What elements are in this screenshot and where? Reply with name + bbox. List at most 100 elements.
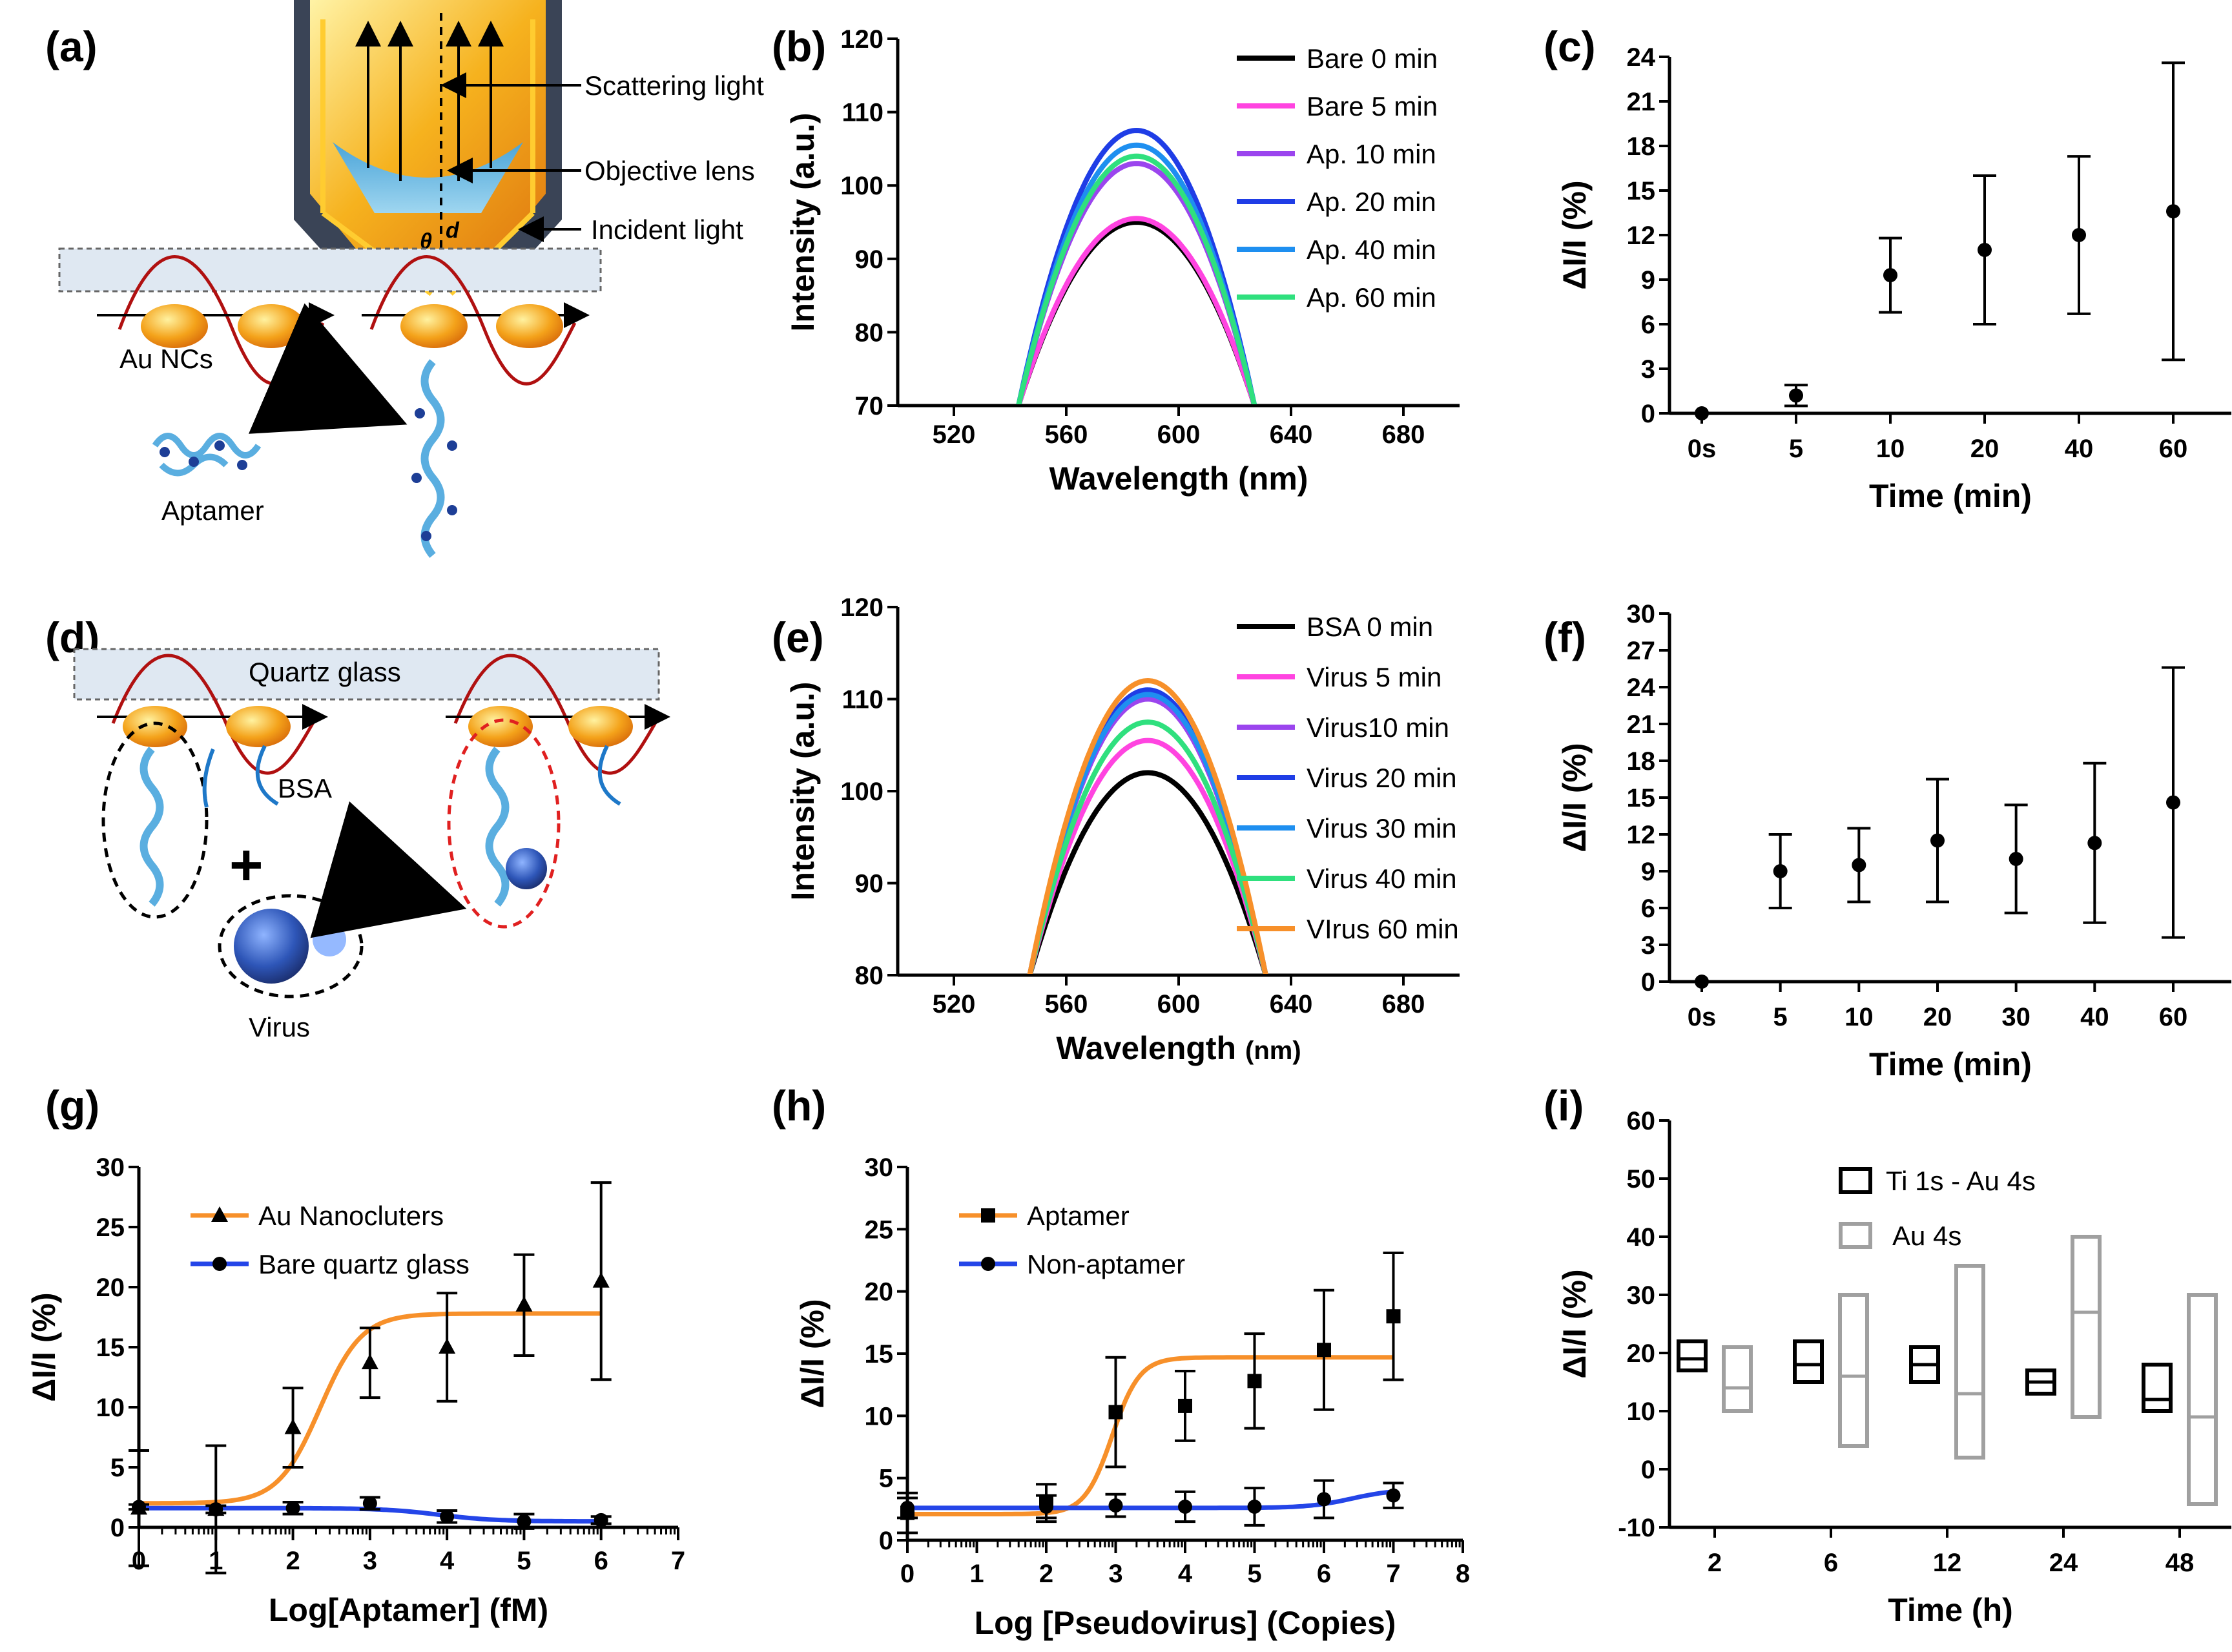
y-tick-label: 3 bbox=[1641, 931, 1655, 960]
x-tick-label: 12 bbox=[1933, 1549, 1962, 1577]
y-tick-label: 15 bbox=[96, 1334, 125, 1362]
x-tick-label: 5 bbox=[1247, 1560, 1261, 1588]
x-tick-label: 560 bbox=[1045, 420, 1088, 449]
y-tick-label: 25 bbox=[865, 1215, 894, 1244]
data-point-0-3 bbox=[361, 1354, 378, 1370]
x-tick-label: 3 bbox=[1108, 1560, 1122, 1588]
data-point-1 bbox=[1789, 388, 1803, 403]
x-tick-label: 0s bbox=[1688, 435, 1717, 463]
label-objective-lens: Objective lens bbox=[584, 156, 755, 186]
x-tick-label: 40 bbox=[2080, 1003, 2109, 1031]
spectrum-curve-0 bbox=[1027, 770, 1268, 974]
y-tick-label: 9 bbox=[1641, 266, 1655, 294]
y-tick-label: 120 bbox=[840, 25, 884, 54]
y-tick-label: 10 bbox=[865, 1402, 894, 1430]
data-point-0-4 bbox=[439, 1338, 456, 1354]
x-tick-label: 680 bbox=[1382, 420, 1425, 449]
panel-a-schematic: (a) θ d bbox=[45, 0, 764, 558]
data-point-5 bbox=[2087, 836, 2102, 851]
x-axis-title: Wavelength (nm) bbox=[1056, 1030, 1301, 1066]
x-tick-label: 640 bbox=[1270, 990, 1313, 1018]
spectrum-curve-5 bbox=[1027, 719, 1268, 974]
fit-curve-0 bbox=[907, 1355, 1394, 1516]
x-tick-label: 7 bbox=[671, 1547, 685, 1575]
y-tick-label: 21 bbox=[1627, 710, 1656, 739]
spectrum-curve-5 bbox=[1016, 153, 1257, 404]
bsa-strand-1 bbox=[255, 745, 279, 806]
label-aptamer: Aptamer bbox=[161, 495, 264, 526]
legend-label-5: Ap. 60 min bbox=[1307, 282, 1436, 313]
data-point-0 bbox=[1695, 406, 1709, 420]
legend-label-4: Virus 30 min bbox=[1307, 813, 1457, 843]
y-tick-label: 80 bbox=[855, 962, 884, 990]
y-tick-label: 18 bbox=[1627, 747, 1656, 776]
panel-label-g: (g) bbox=[45, 1082, 99, 1130]
y-tick-label: 30 bbox=[1627, 1281, 1656, 1310]
y-tick-label: 3 bbox=[1641, 355, 1655, 384]
y-axis-title: ΔI/I (%) bbox=[26, 1292, 62, 1401]
data-point-0-3 bbox=[1178, 1398, 1192, 1413]
data-point-0-6 bbox=[592, 1272, 610, 1288]
y-axis-title: ΔI/I (%) bbox=[794, 1299, 831, 1408]
x-tick-label: 6 bbox=[594, 1547, 608, 1575]
x-axis-title: Wavelength (nm) bbox=[1049, 460, 1308, 497]
data-point-0-5 bbox=[1317, 1343, 1331, 1358]
data-point-0-6 bbox=[1386, 1309, 1401, 1324]
x-axis-title: Time (min) bbox=[1869, 478, 2032, 514]
legend-label-4: Ap. 40 min bbox=[1307, 234, 1436, 265]
x-tick-label: 10 bbox=[1844, 1003, 1874, 1031]
au-nc-2 bbox=[238, 304, 305, 348]
legend-label-3: Virus 20 min bbox=[1307, 763, 1457, 793]
data-point-2 bbox=[1852, 858, 1866, 872]
data-point-1-6 bbox=[1386, 1488, 1401, 1503]
spectrum-curve-1 bbox=[1027, 738, 1268, 974]
box-1-3 bbox=[2071, 1235, 2102, 1419]
box-1-0 bbox=[1722, 1345, 1753, 1413]
legend-label-1: Bare 5 min bbox=[1307, 91, 1438, 121]
y-tick-label: 25 bbox=[96, 1213, 125, 1242]
x-tick-label: 520 bbox=[933, 420, 976, 449]
objective-body bbox=[310, 0, 546, 252]
y-tick-label: 6 bbox=[1641, 311, 1655, 339]
legend-label-0: Au Nanocluters bbox=[258, 1201, 444, 1231]
x-tick-label: 2 bbox=[285, 1547, 300, 1575]
legend-label-1: Bare quartz glass bbox=[258, 1249, 470, 1279]
box-0-4 bbox=[2142, 1363, 2173, 1413]
panel-label-f: (f) bbox=[1544, 614, 1586, 661]
data-point-2 bbox=[1883, 268, 1897, 283]
legend-label-1: Au 4s bbox=[1892, 1221, 1961, 1251]
data-point-0-5 bbox=[515, 1296, 533, 1312]
data-point-0-2 bbox=[1108, 1405, 1123, 1420]
legend-swatch-1 bbox=[1839, 1222, 1872, 1249]
y-tick-label: -10 bbox=[1618, 1514, 1655, 1542]
y-tick-label: 5 bbox=[110, 1454, 125, 1482]
y-tick-label: 9 bbox=[1641, 858, 1655, 886]
series-group bbox=[1016, 127, 1257, 404]
au-nc-5 bbox=[123, 706, 187, 747]
au-nc-6 bbox=[226, 706, 291, 747]
dashed-ellipse-left bbox=[101, 721, 209, 919]
au-nc-3 bbox=[400, 304, 468, 348]
legend-swatch-0 bbox=[1839, 1167, 1872, 1194]
x-tick-label: 6 bbox=[1317, 1560, 1331, 1588]
legend-label-5: Virus 40 min bbox=[1307, 863, 1457, 894]
x-tick-label: 60 bbox=[2159, 1003, 2188, 1031]
x-tick-label: 600 bbox=[1157, 420, 1201, 449]
box-1-4 bbox=[2187, 1293, 2218, 1506]
y-tick-label: 12 bbox=[1627, 821, 1656, 849]
y-tick-label: 12 bbox=[1627, 222, 1656, 250]
y-tick-label: 120 bbox=[840, 594, 884, 622]
virus-particle bbox=[234, 909, 309, 984]
x-tick-label: 20 bbox=[1970, 435, 2000, 463]
data-point-1-3 bbox=[1178, 1499, 1192, 1514]
y-tick-label: 90 bbox=[855, 245, 884, 274]
au-nc-8 bbox=[568, 706, 633, 747]
legend-label-3: Ap. 20 min bbox=[1307, 187, 1436, 217]
y-tick-label: 110 bbox=[842, 99, 884, 127]
panel-label-i: (i) bbox=[1544, 1082, 1584, 1130]
y-tick-label: 30 bbox=[865, 1153, 894, 1182]
x-tick-label: 680 bbox=[1382, 990, 1425, 1018]
y-tick-label: 24 bbox=[1627, 43, 1656, 72]
y-tick-label: 100 bbox=[840, 172, 884, 200]
